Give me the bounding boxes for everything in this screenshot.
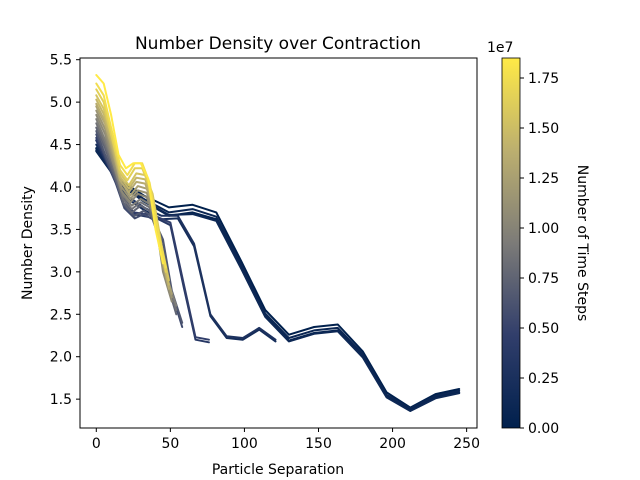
x-axis-label: Particle Separation (212, 462, 344, 478)
colorbar (501, 57, 521, 429)
plot-frame (79, 57, 478, 429)
y-tick-label: 5.5 (50, 53, 72, 69)
x-tick-label: 50 (161, 436, 179, 452)
plot-lines (95, 74, 461, 412)
colorbar-label: Number of Time Steps (574, 165, 590, 322)
series-line-0 (95, 147, 461, 409)
x-tick-label: 150 (305, 436, 332, 452)
chart-title: Number Density over Contraction (135, 34, 421, 54)
colorbar-tick-label: 0.75 (528, 271, 559, 287)
y-tick-label: 4.5 (50, 138, 72, 154)
colorbar-tick-label: 1.25 (528, 171, 559, 187)
colorbar-tick-label: 1.75 (528, 71, 559, 87)
colorbar-multiplier: 1e7 (487, 40, 513, 56)
colorbar-tick-label: 0.00 (528, 421, 559, 437)
colorbar-tick-label: 0.25 (528, 371, 559, 387)
colorbar-tick-label: 1.00 (528, 221, 559, 237)
colorbar-axis: 0.00 0.25 0.50 0.75 1.00 1.25 1.50 1.75 (520, 71, 559, 437)
series-line-21 (95, 74, 164, 265)
series-line-3 (95, 149, 461, 412)
colorbar-tick-label: 0.50 (528, 321, 559, 337)
y-tick-label: 1.5 (50, 392, 72, 408)
x-tick-label: 250 (453, 436, 480, 452)
y-tick-label: 2.0 (50, 350, 72, 366)
y-tick-label: 3.5 (50, 222, 72, 238)
y-tick-label: 4.0 (50, 180, 72, 196)
x-axis: 0 50 100 150 200 250 (92, 428, 480, 452)
y-tick-label: 3.0 (50, 265, 72, 281)
colorbar-tick-label: 1.50 (528, 121, 559, 137)
y-tick-label: 5.0 (50, 95, 72, 111)
y-axis-label: Number Density (20, 186, 36, 300)
series-line-2 (95, 147, 461, 410)
y-tick-label: 2.5 (50, 307, 72, 323)
x-tick-label: 100 (231, 436, 258, 452)
x-tick-label: 0 (92, 436, 101, 452)
series-line-20 (95, 82, 167, 269)
series-line-9 (95, 130, 184, 324)
y-axis: 1.5 2.0 2.5 3.0 3.5 4.0 4.5 5.0 5.5 (50, 53, 80, 408)
x-tick-label: 200 (379, 436, 406, 452)
